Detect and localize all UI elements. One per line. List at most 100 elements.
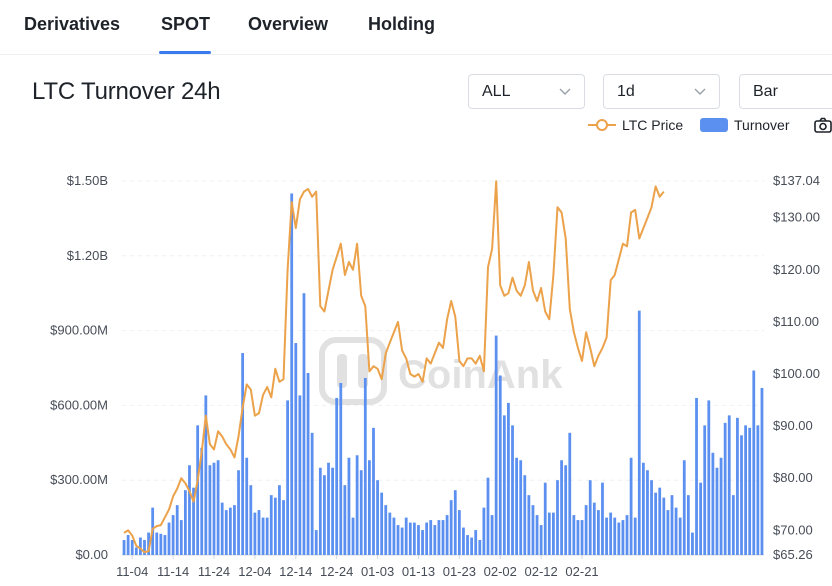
turnover-bar xyxy=(306,372,310,555)
turnover-bar xyxy=(331,467,334,555)
turnover-bar xyxy=(670,495,674,555)
turnover-bar xyxy=(400,527,404,555)
turnover-bar xyxy=(596,510,600,555)
interval-select-value: 1d xyxy=(617,83,635,100)
turnover-bar xyxy=(592,502,596,555)
range-select[interactable]: ALL xyxy=(468,74,585,109)
turnover-chart: CoinAnk $0.00 $300.00M $600.00M $900.00M $1.… xyxy=(50,173,820,579)
y-left-tick-label: $300.00M xyxy=(50,472,108,487)
y-right-tick-label: $110.00 xyxy=(773,314,819,329)
turnover-bar xyxy=(588,480,592,555)
turnover-bar xyxy=(646,470,649,555)
turnover-bar xyxy=(564,465,568,555)
turnover-bar xyxy=(666,510,670,555)
turnover-bar xyxy=(408,522,412,555)
price-line xyxy=(123,180,665,554)
turnover-bar xyxy=(241,353,245,555)
tab-overview[interactable]: Overview xyxy=(248,14,329,34)
turnover-bar xyxy=(363,377,367,555)
active-tab-indicator xyxy=(159,51,211,54)
turnover-bar xyxy=(736,417,739,555)
turnover-bar xyxy=(167,522,171,555)
x-tick-label: 11-14 xyxy=(157,564,189,579)
turnover-bar xyxy=(372,427,375,555)
turnover-bars xyxy=(122,193,764,555)
line-legend-icon xyxy=(588,119,616,131)
y-left-tick-label: $600.00M xyxy=(50,397,108,412)
x-tick-label: 12-14 xyxy=(279,564,312,579)
turnover-bar xyxy=(273,497,277,555)
turnover-bar xyxy=(147,532,150,555)
turnover-bar xyxy=(196,425,200,555)
x-tick-label: 01-23 xyxy=(443,564,476,579)
turnover-bar xyxy=(212,462,216,555)
turnover-bar xyxy=(384,505,388,555)
turnover-bar xyxy=(343,485,347,555)
turnover-bar xyxy=(188,465,191,555)
turnover-bar xyxy=(662,497,666,555)
turnover-bar xyxy=(245,457,249,555)
turnover-bar xyxy=(740,435,743,555)
turnover-bar xyxy=(568,432,572,555)
turnover-bar xyxy=(294,343,298,555)
y-left-tick-label: $1.50B xyxy=(67,173,108,188)
turnover-bar xyxy=(130,540,134,555)
turnover-bar xyxy=(433,525,437,555)
turnover-bar xyxy=(376,480,379,555)
turnover-bar xyxy=(527,495,531,555)
y-right-tick-label: $65.26 xyxy=(773,547,813,562)
watermark: CoinAnk xyxy=(319,337,563,405)
tab-derivatives[interactable]: Derivatives xyxy=(24,14,121,34)
turnover-bar xyxy=(543,482,547,555)
tab-spot[interactable]: SPOT xyxy=(161,14,211,34)
turnover-bar xyxy=(175,505,179,555)
turnover-bar xyxy=(143,540,146,555)
turnover-bar xyxy=(498,375,502,555)
turnover-bar xyxy=(134,547,138,555)
turnover-bar xyxy=(335,397,339,555)
turnover-bar xyxy=(351,517,355,555)
turnover-bar xyxy=(171,515,175,555)
interval-select[interactable]: 1d xyxy=(603,74,720,109)
x-tick-label: 01-13 xyxy=(402,564,435,579)
turnover-bar xyxy=(163,535,167,555)
turnover-bar xyxy=(404,517,408,555)
y-right-tick-label: $80.00 xyxy=(773,470,813,485)
turnover-bar xyxy=(462,527,465,555)
turnover-bar xyxy=(437,520,441,555)
turnover-bar xyxy=(539,525,543,555)
y-right-tick-label: $130.00 xyxy=(773,210,820,225)
turnover-bar xyxy=(576,520,580,555)
turnover-bar xyxy=(412,522,416,555)
turnover-bar xyxy=(560,460,563,555)
turnover-bar xyxy=(531,505,535,555)
turnover-bar xyxy=(727,415,731,555)
turnover-bar xyxy=(457,510,461,555)
chevron-down-icon xyxy=(694,88,706,95)
turnover-bar xyxy=(629,457,633,555)
tab-bar: Derivatives SPOT Overview Holding xyxy=(0,0,832,55)
turnover-bar xyxy=(482,507,486,555)
turnover-bar xyxy=(216,460,220,555)
turnover-bar xyxy=(625,515,629,555)
turnover-bar xyxy=(269,495,273,555)
turnover-bar xyxy=(748,427,752,555)
turnover-bar xyxy=(621,520,625,555)
turnover-bar xyxy=(658,487,662,555)
chart-style-select[interactable]: Bar xyxy=(739,74,832,109)
turnover-bar xyxy=(159,533,163,555)
turnover-bar xyxy=(609,512,613,555)
turnover-bar xyxy=(637,310,641,555)
turnover-bar xyxy=(547,512,551,555)
turnover-bar xyxy=(613,517,617,555)
turnover-bar xyxy=(650,480,653,555)
turnover-bar xyxy=(380,492,384,555)
camera-icon[interactable] xyxy=(814,117,832,134)
turnover-bar xyxy=(601,482,604,555)
turnover-bar xyxy=(715,467,719,555)
x-axis: 11-04 11-14 11-24 12-04 12-14 12-24 01-03 01-13… xyxy=(116,555,599,579)
chart-title: LTC Turnover 24h xyxy=(32,78,221,105)
turnover-bar xyxy=(200,447,204,555)
turnover-bar xyxy=(511,425,514,555)
tab-holding[interactable]: Holding xyxy=(368,14,435,34)
